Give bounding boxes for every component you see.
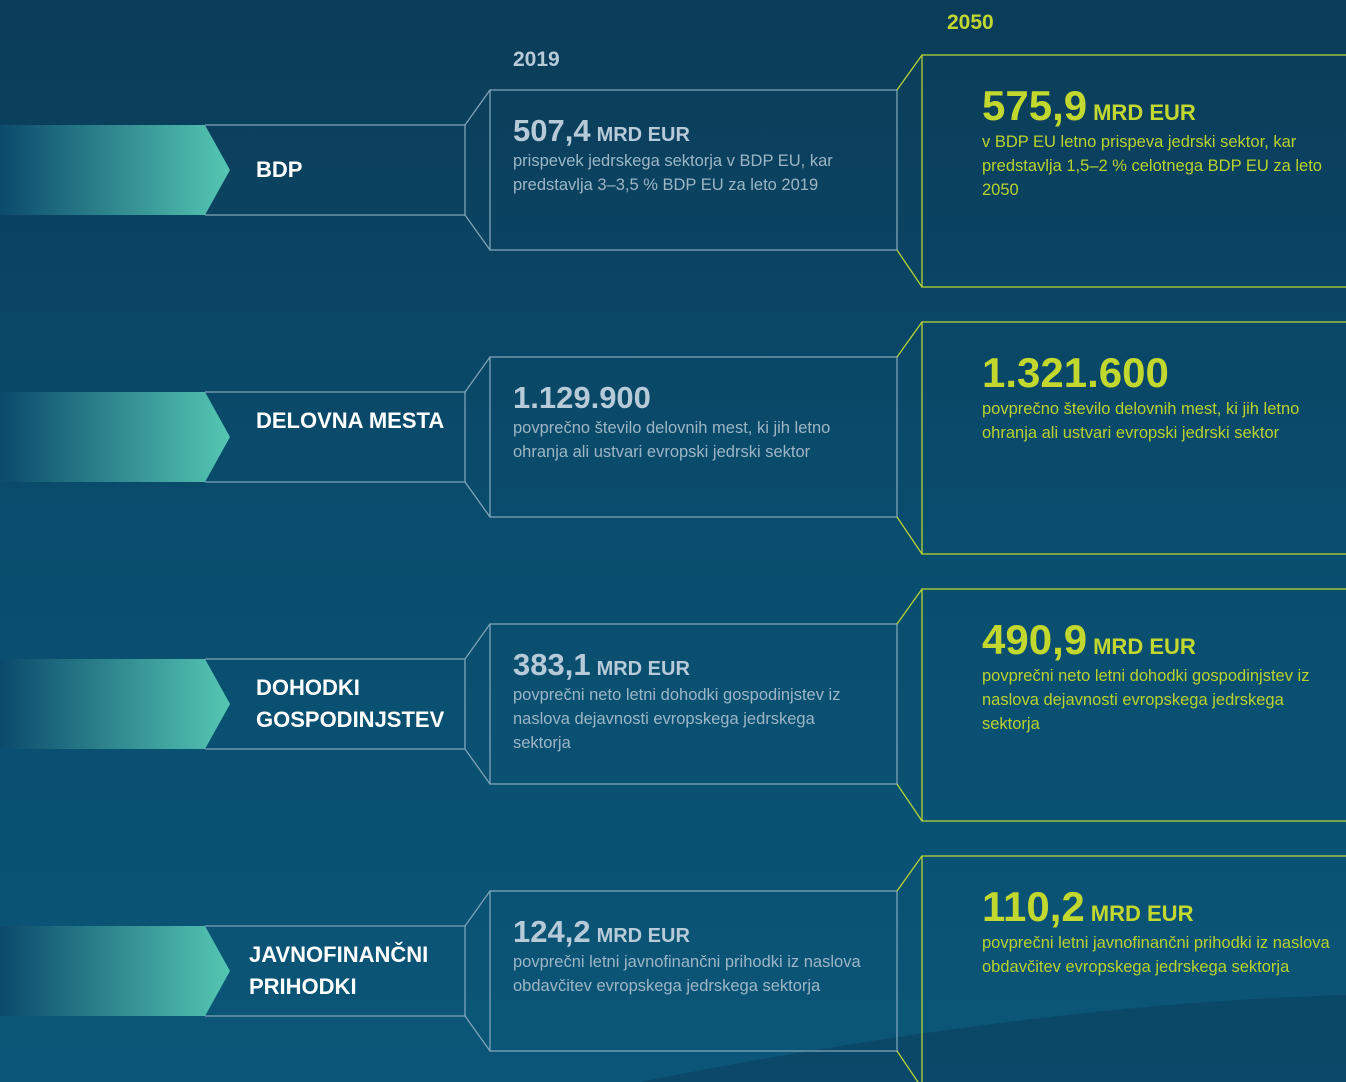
connector xyxy=(896,321,923,555)
box-left xyxy=(489,623,898,785)
stat-number: 1.321.600 xyxy=(982,349,1169,396)
box-left xyxy=(489,356,898,518)
stat-head: 575,9 MRD EUR xyxy=(982,82,1337,130)
stat-head: 1.129.900 xyxy=(513,380,863,416)
year-left: 2019 xyxy=(513,48,560,71)
stat-right: 575,9 MRD EUR v BDP EU letno prispeva jedr… xyxy=(982,82,1337,202)
background-curve xyxy=(640,995,1346,1082)
stat-unit: MRD EUR xyxy=(1093,634,1196,659)
box-left xyxy=(489,890,898,1052)
stat-left: 124,2 MRD EUR povprečni letni javnofinančn… xyxy=(513,914,863,998)
stat-number: 383,1 xyxy=(513,647,591,682)
stat-left: 1.129.900 povprečno število delovnih mest… xyxy=(513,380,863,464)
stat-head: 110,2 MRD EUR xyxy=(982,883,1337,931)
stat-head: 124,2 MRD EUR xyxy=(513,914,863,950)
arrow xyxy=(0,392,230,482)
box-right xyxy=(921,321,1346,555)
stat-unit: MRD EUR xyxy=(1093,100,1196,125)
label-frame xyxy=(205,658,466,750)
stat-text: povprečni letni javnofinančni prihodki i… xyxy=(513,953,861,995)
stat-number: 124,2 xyxy=(513,914,591,949)
stat-text: povprečni letni javnofinančni prihodki i… xyxy=(982,934,1330,976)
box-right xyxy=(921,54,1346,288)
stat-head: 383,1 MRD EUR xyxy=(513,647,863,683)
stat-left: 383,1 MRD EUR povprečni neto letni dohodki… xyxy=(513,647,863,755)
box-right xyxy=(921,588,1346,822)
label-frame xyxy=(205,124,466,216)
stat-unit: MRD EUR xyxy=(596,925,690,947)
stat-unit: MRD EUR xyxy=(596,658,690,680)
connector xyxy=(464,623,491,785)
stat-head: 490,9 MRD EUR xyxy=(982,616,1337,664)
stat-head: 1.321.600 xyxy=(982,349,1337,397)
stat-unit: MRD EUR xyxy=(1090,901,1194,926)
connector xyxy=(464,890,491,1052)
stat-left: 507,4 MRD EUR prispevek jedrskega sektorja… xyxy=(513,113,863,197)
label-frame xyxy=(205,391,466,483)
row-label: BDP xyxy=(256,157,303,182)
stat-right: 1.321.600 povprečno število delovnih mest… xyxy=(982,349,1337,445)
stat-text: prispevek jedrskega sektorja v BDP EU, k… xyxy=(513,152,833,194)
box-right xyxy=(921,855,1346,1082)
stat-head: 507,4 MRD EUR xyxy=(513,113,863,149)
stat-text: v BDP EU letno prispeva jedrski sektor, … xyxy=(982,133,1322,199)
stat-text: povprečno število delovnih mest, ki jih … xyxy=(513,419,831,461)
box-left xyxy=(489,89,898,251)
arrow xyxy=(0,125,230,215)
stat-right: 490,9 MRD EUR povprečni neto letni dohodki… xyxy=(982,616,1337,736)
stat-number: 110,2 xyxy=(982,883,1085,930)
stat-text: povprečni neto letni dohodki gospodinjst… xyxy=(513,686,841,752)
arrow xyxy=(0,926,230,1016)
year-right: 2050 xyxy=(947,11,994,34)
label-frame xyxy=(205,925,466,1017)
connector xyxy=(464,89,491,251)
stat-text: povprečni neto letni dohodki gospodinjst… xyxy=(982,667,1310,733)
connector xyxy=(896,54,923,288)
row-label: JAVNOFINANČNI PRIHODKI xyxy=(249,942,429,999)
stat-text: povprečno število delovnih mest, ki jih … xyxy=(982,400,1300,442)
arrow xyxy=(0,659,230,749)
stat-number: 1.129.900 xyxy=(513,380,651,415)
row-label: DOHODKI GOSPODINJSTEV xyxy=(256,675,445,732)
stat-right: 110,2 MRD EUR povprečni letni javnofinančn… xyxy=(982,883,1337,979)
connector xyxy=(464,356,491,518)
stat-number: 575,9 xyxy=(982,82,1088,129)
stat-number: 490,9 xyxy=(982,616,1088,663)
row-label: DELOVNA MESTA xyxy=(256,408,445,433)
stat-unit: MRD EUR xyxy=(596,124,690,146)
connector xyxy=(896,588,923,822)
stat-number: 507,4 xyxy=(513,113,591,148)
